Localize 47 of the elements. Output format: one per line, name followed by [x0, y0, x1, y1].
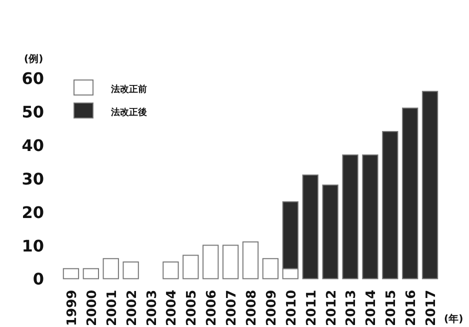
x-tick-label: 2011: [304, 290, 320, 326]
bar: [162, 261, 179, 280]
y-tick-label: 10: [22, 236, 44, 256]
y-axis-title: (例): [24, 53, 44, 65]
x-tick-label: 2004: [164, 290, 180, 326]
bar: [222, 244, 239, 280]
bar: [402, 108, 418, 280]
bar: [182, 254, 199, 280]
x-tick-label: 2012: [324, 290, 340, 326]
bar: [102, 258, 119, 280]
bar: [322, 184, 338, 280]
x-tick-label: 1999: [64, 290, 80, 326]
x-tick-label: 2016: [404, 290, 420, 326]
y-tick-label: 40: [22, 136, 44, 155]
bar: [342, 154, 358, 280]
bar: [82, 268, 99, 280]
legend-label: 法改正前: [110, 84, 147, 95]
bar: [202, 244, 219, 280]
legend-label: 法改正後: [110, 107, 148, 118]
x-tick-label: 2014: [364, 290, 380, 326]
x-tick-label: 2001: [104, 290, 120, 326]
y-tick-label: 20: [22, 202, 44, 222]
x-tick-label: 2015: [384, 290, 400, 326]
x-tick-label: 2005: [184, 290, 200, 326]
y-tick-label: 50: [22, 102, 44, 122]
bar: [422, 90, 438, 280]
bar: [362, 154, 378, 280]
x-tick-label: 2002: [124, 290, 140, 326]
x-axis-title: (年): [444, 313, 464, 325]
x-tick-label: 2009: [264, 290, 280, 326]
bar: [302, 174, 318, 280]
y-tick-label: 60: [22, 69, 44, 88]
bar: [242, 241, 259, 280]
x-tick-label: 2003: [144, 290, 160, 326]
x-tick-label: 2006: [204, 290, 220, 326]
x-tick-label: 2013: [344, 290, 360, 326]
bar: [382, 131, 398, 280]
bar: [62, 268, 80, 280]
x-tick-label: 2007: [224, 290, 240, 326]
y-tick-label: 0: [32, 270, 44, 289]
x-tick-label: 2000: [84, 290, 100, 326]
bar: [122, 261, 139, 280]
y-tick-label: 30: [22, 169, 44, 188]
bar: [262, 258, 279, 280]
x-tick-label: 2008: [244, 290, 260, 326]
x-tick-label: 2010: [284, 290, 300, 326]
x-tick-label: 2017: [424, 290, 440, 326]
